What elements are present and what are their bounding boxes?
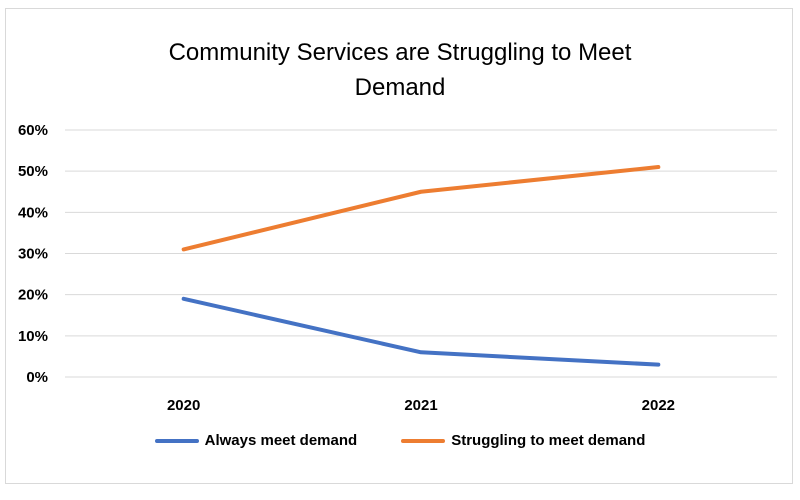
x-tick-label: 2022 [642, 397, 675, 414]
chart-title-line-1: Community Services are Struggling to Mee… [168, 39, 632, 66]
y-axis-ticks: 0% 10% 20% 30% 40% 50% 60% [18, 122, 48, 386]
legend-swatch-struggling [401, 438, 446, 443]
series-line-0 [181, 296, 661, 367]
y-tick-label: 40% [18, 204, 48, 221]
y-tick-label: 60% [18, 122, 48, 139]
x-axis-ticks: 2020 2021 2022 [167, 397, 675, 414]
legend-label-struggling: Struggling to meet demand [451, 432, 646, 449]
gridlines [65, 129, 777, 378]
series-line-1 [181, 165, 661, 252]
y-tick-label: 30% [18, 246, 48, 263]
x-tick-label: 2020 [167, 397, 200, 414]
legend-swatch-always [154, 438, 199, 443]
chart-title-line-2: Demand [354, 74, 446, 101]
x-tick-label: 2021 [404, 397, 437, 414]
y-tick-label: 50% [18, 163, 48, 180]
y-tick-label: 20% [18, 287, 48, 304]
legend-item-struggling: Struggling to meet demand [401, 432, 645, 449]
chart-frame [5, 8, 793, 484]
legend: Always meet demand Struggling to meet de… [0, 432, 800, 449]
y-tick-label: 0% [26, 369, 48, 386]
legend-item-always: Always meet demand [154, 432, 358, 449]
y-tick-label: 10% [18, 328, 48, 345]
series-lines [181, 165, 661, 367]
legend-label-always: Always meet demand [204, 432, 358, 449]
chart-title: Community Services are Struggling to Mee… [0, 35, 800, 105]
